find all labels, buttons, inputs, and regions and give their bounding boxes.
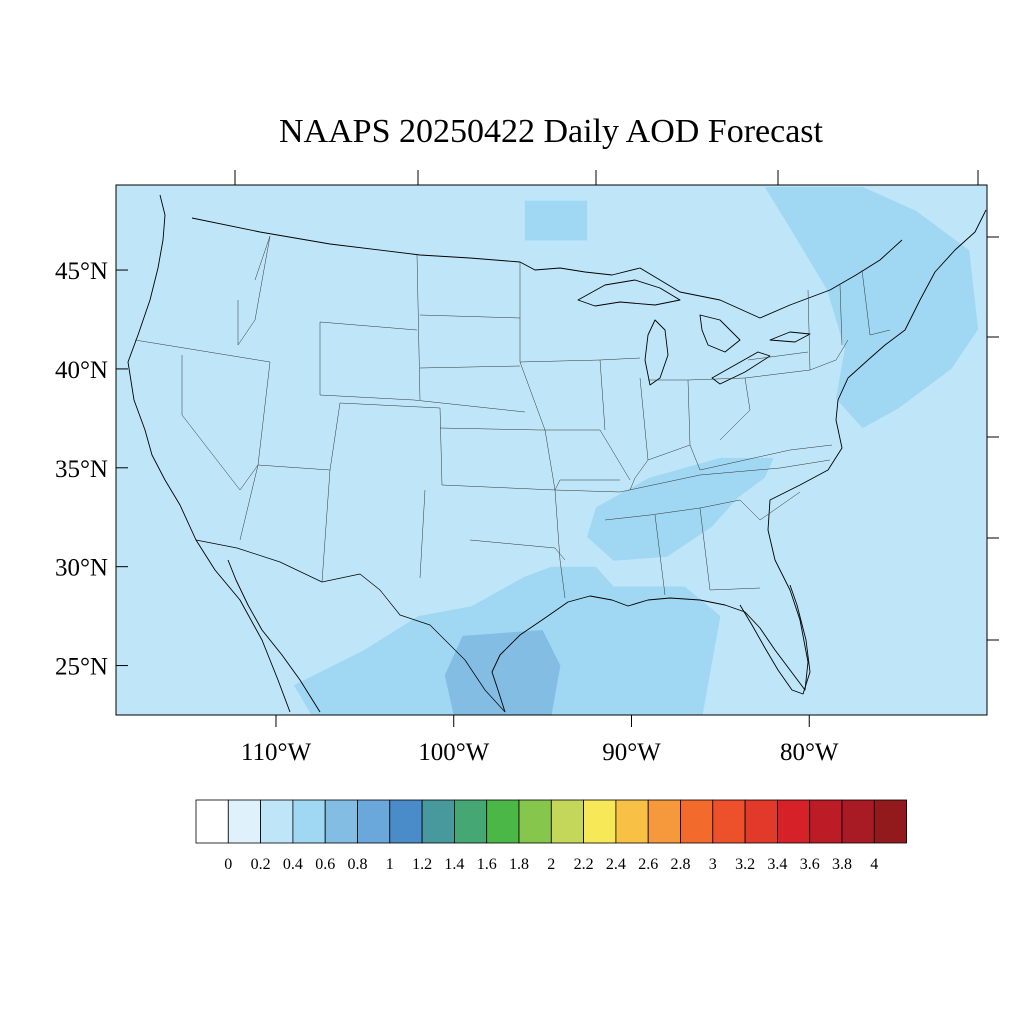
colorbar-label: 3.6 [800,856,820,873]
colorbar-swatch [453,799,488,844]
colorbar-swatch [486,799,520,844]
colorbar-label: 1.2 [412,856,432,873]
colorbar-swatch [583,799,617,844]
colorbar-swatch [389,799,423,844]
aod-region-great-lakes-plume [524,200,588,241]
colorbar-label: 3.2 [735,856,755,873]
colorbar-label: 1.8 [509,856,529,873]
colorbar-label: 0.2 [251,856,271,873]
state-lines-west [134,235,443,583]
lat-tick-label: 45°N [55,258,108,285]
lon-tick-label: 110°W [241,739,312,766]
aod-region-gulf-core [444,630,561,715]
longitude-ticks: 110°W 100°W 90°W 80°W [234,170,979,766]
colorbar-swatch [324,799,358,844]
colorbar-label: 2.4 [606,856,626,873]
colorbar-swatch [227,799,262,844]
colorbar-swatch [421,799,455,844]
colorbar-swatch [518,799,552,844]
gulf-of-california-coast [227,559,321,713]
colorbar-label: 2.8 [671,856,691,873]
map-area [116,185,987,715]
colorbar-swatch [647,799,681,844]
colorbar-swatch [680,799,714,844]
aod-region-southeast-plume [587,457,774,561]
latitude-ticks: 45°N 40°N 35°N 30°N 25°N [55,236,999,681]
colorbar-swatch [195,799,229,844]
map-frame [115,184,988,716]
lake-michigan [644,319,669,386]
lake-ontario [769,331,811,343]
colorbar-label: 0 [224,856,232,873]
colorbar-label: 3 [709,856,717,873]
gulf-coastline [491,209,987,713]
aod-colorbar: 0 0.2 0.4 0.6 0.8 1 1.2 1.4 1.6 1.8 2 2.2 2.4 2.6 2.8 3… [195,799,907,873]
colorbar-label: 1.4 [444,856,464,873]
colorbar-label: 1.6 [477,856,497,873]
colorbar-swatch [292,799,326,844]
colorbar-swatch [809,799,843,844]
colorbar-swatch [712,799,746,844]
colorbar-label: 2.6 [638,856,658,873]
lon-tick-label: 90°W [602,739,661,766]
colorbar-swatch [777,799,811,844]
lat-tick-label: 35°N [55,456,108,483]
lake-superior [577,279,681,307]
colorbar-label: 3.8 [832,856,852,873]
colorbar-label: 0.6 [315,856,335,873]
colorbar-label: 2 [547,856,555,873]
pacific-coastline [127,194,291,713]
aod-field-layer [293,187,979,715]
colorbar-label: 3.4 [767,856,787,873]
colorbar-label: 0.4 [283,856,303,873]
coastline-and-borders [127,194,987,713]
lake-huron [699,314,741,353]
map-title: NAAPS 20250422 Daily AOD Forecast [279,113,824,150]
lat-tick-label: 30°N [55,555,108,582]
lat-tick-label: 25°N [55,654,108,681]
colorbar-swatch [744,799,778,844]
colorbar-label: 1 [386,856,394,873]
lon-tick-label: 80°W [780,739,839,766]
state-borders [134,235,891,599]
colorbar-swatch [550,799,584,844]
mexico-border [195,539,506,713]
colorbar-label: 2.2 [574,856,594,873]
colorbar-label: 0.8 [348,856,368,873]
colorbar-swatch [841,799,875,844]
aod-region-northeast-plume [764,187,979,429]
colorbar-swatch [873,799,907,844]
colorbar-swatch [615,799,649,844]
lon-tick-label: 100°W [418,739,489,766]
northern-border [191,217,903,319]
colorbar-label: 4 [870,856,878,873]
state-lines-east [604,269,891,596]
florida-coast [739,584,811,695]
colorbar-swatch [357,799,391,844]
state-lines-central [413,262,641,599]
colorbar-swatch [260,799,294,844]
lake-erie [711,351,771,385]
lat-tick-label: 40°N [55,357,108,384]
